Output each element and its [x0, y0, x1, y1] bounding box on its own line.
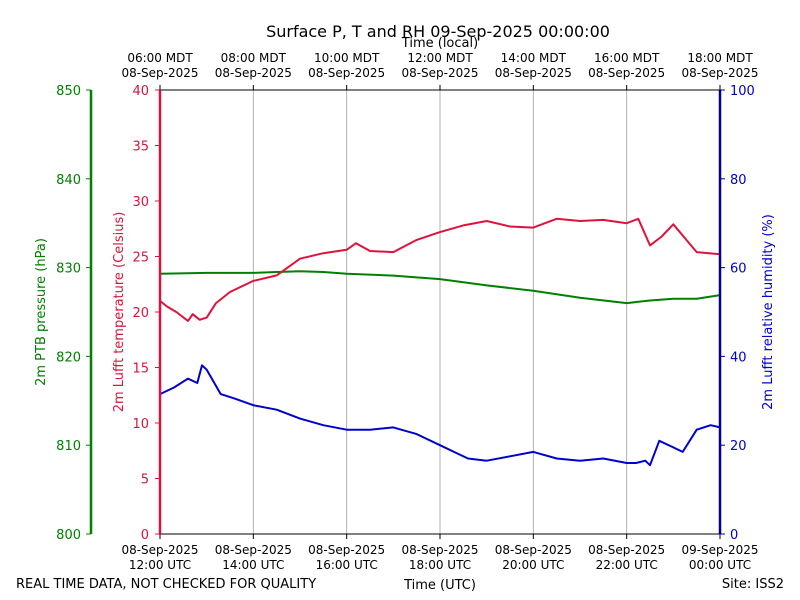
bottom-tick-date-label: 08-Sep-2025	[121, 543, 198, 557]
humidity-tick-label: 20	[730, 439, 747, 454]
top-tick-time-label: 12:00 MDT	[407, 51, 473, 65]
humidity-axis-label: 2m Lufft relative humidity (%)	[761, 214, 776, 410]
bottom-tick-date-label: 09-Sep-2025	[681, 543, 758, 557]
bottom-tick-time-label: 00:00 UTC	[689, 558, 751, 572]
pressure-tick-label: 830	[56, 262, 81, 277]
bottom-tick-time-label: 14:00 UTC	[222, 558, 284, 572]
top-tick-date-label: 08-Sep-2025	[681, 66, 758, 80]
bottom-tick-time-label: 22:00 UTC	[596, 558, 658, 572]
humidity-tick-label: 100	[730, 84, 755, 99]
bottom-tick-date-label: 08-Sep-2025	[588, 543, 665, 557]
bottom-tick-date-label: 08-Sep-2025	[401, 543, 478, 557]
bottom-tick-date-label: 08-Sep-2025	[215, 543, 292, 557]
temperature-tick-label: 40	[132, 84, 149, 99]
bottom-tick-time-label: 12:00 UTC	[129, 558, 191, 572]
bottom-tick-date-label: 08-Sep-2025	[495, 543, 572, 557]
humidity-tick-label: 0	[730, 528, 738, 543]
temperature-tick-label: 25	[132, 251, 149, 266]
x-axis-label: Time (UTC)	[403, 578, 476, 593]
pressure-tick-label: 850	[56, 84, 81, 99]
temperature-tick-label: 0	[141, 528, 149, 543]
top-tick-time-label: 14:00 MDT	[501, 51, 567, 65]
temperature-tick-label: 35	[132, 140, 149, 155]
temperature-tick-label: 5	[141, 473, 149, 488]
top-tick-date-label: 08-Sep-2025	[495, 66, 572, 80]
temperature-series-line	[159, 217, 721, 322]
pressure-tick-label: 800	[56, 528, 81, 543]
bottom-tick-time-label: 16:00 UTC	[316, 558, 378, 572]
top-tick-time-label: 06:00 MDT	[127, 51, 193, 65]
temperature-axis-label: 2m Lufft temperature (Celsius)	[112, 212, 127, 413]
pressure-series-line	[159, 270, 721, 305]
humidity-tick-label: 60	[730, 262, 747, 277]
bottom-tick-date-label: 08-Sep-2025	[308, 543, 385, 557]
pressure-tick-label: 810	[56, 439, 81, 454]
temperature-tick-label: 10	[132, 417, 149, 432]
top-tick-date-label: 08-Sep-2025	[588, 66, 665, 80]
humidity-tick-label: 80	[730, 173, 747, 188]
top-tick-time-label: 16:00 MDT	[594, 51, 660, 65]
quality-notice: REAL TIME DATA, NOT CHECKED FOR QUALITY	[16, 577, 316, 592]
humidity-tick-label: 40	[730, 350, 747, 365]
bottom-tick-time-label: 20:00 UTC	[502, 558, 564, 572]
pressure-tick-label: 820	[56, 350, 81, 365]
top-tick-time-label: 10:00 MDT	[314, 51, 380, 65]
top-tick-date-label: 08-Sep-2025	[121, 66, 198, 80]
pressure-axis-label: 2m PTB pressure (hPa)	[34, 238, 49, 386]
top-axis-title: Time (local)	[401, 36, 478, 51]
top-tick-time-label: 18:00 MDT	[687, 51, 753, 65]
top-tick-date-label: 08-Sep-2025	[401, 66, 478, 80]
axes: 0 5 10 15 20 25 30 35 40 0 20 40 60 80 100 800 810 820 830…	[56, 51, 758, 572]
pressure-tick-label: 840	[56, 173, 81, 188]
top-tick-date-label: 08-Sep-2025	[308, 66, 385, 80]
chart-title: Surface P, T and RH 09-Sep-2025 00:00:00	[266, 22, 610, 41]
series-lines	[159, 217, 721, 467]
temperature-tick-label: 15	[132, 362, 149, 377]
gridlines	[252, 90, 628, 534]
temperature-tick-label: 20	[132, 306, 149, 321]
top-tick-date-label: 08-Sep-2025	[215, 66, 292, 80]
humidity-series-line	[159, 364, 721, 467]
temperature-tick-label: 30	[132, 195, 149, 210]
site-label: Site: ISS2	[722, 577, 784, 592]
bottom-tick-time-label: 18:00 UTC	[409, 558, 471, 572]
top-tick-time-label: 08:00 MDT	[221, 51, 287, 65]
